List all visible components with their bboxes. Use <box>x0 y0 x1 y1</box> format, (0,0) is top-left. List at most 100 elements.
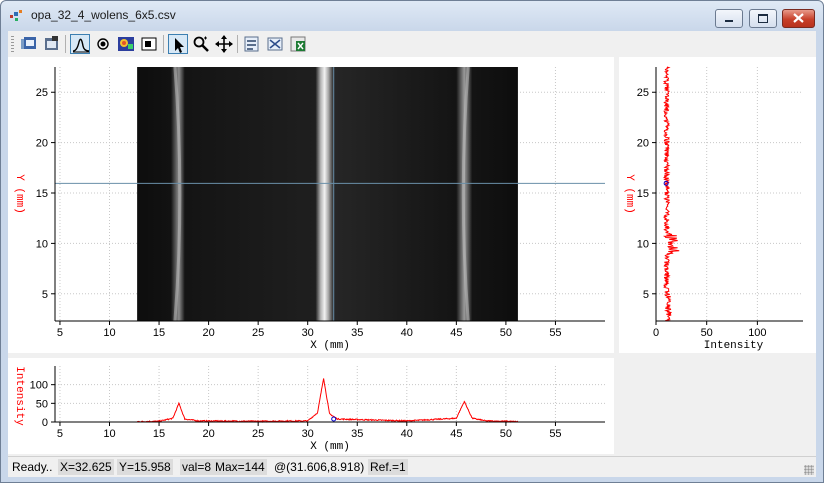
maximize-button[interactable] <box>749 9 777 28</box>
toolbar <box>8 31 816 57</box>
colormap-button[interactable] <box>116 34 136 54</box>
horizontal-profile-trace <box>137 378 519 424</box>
y-axis-label: Y (mm) <box>623 174 635 214</box>
x-tick-label: 25 <box>252 327 264 339</box>
y-tick-label: 50 <box>36 398 48 410</box>
load-button[interactable] <box>19 34 39 54</box>
y-tick-label: 5 <box>42 289 48 301</box>
zoom-icon <box>193 36 209 52</box>
y-tick-label: 5 <box>643 289 649 301</box>
x-tick-label: 40 <box>401 428 413 440</box>
export-data-button[interactable] <box>265 34 285 54</box>
y-tick-label: 100 <box>30 380 48 392</box>
x-tick-label: 25 <box>252 428 264 440</box>
status-y: Y=15.958 <box>117 459 173 475</box>
x-tick-label: 30 <box>302 327 314 339</box>
x-tick-label: 30 <box>302 428 314 440</box>
x-tick-label: 50 <box>500 327 512 339</box>
window-icon <box>141 37 157 51</box>
x-tick-label: 0 <box>653 327 659 339</box>
y-axis-label: Y (mm) <box>13 174 25 214</box>
profile-marker <box>663 180 669 186</box>
x-tick-label: 15 <box>153 428 165 440</box>
export-image-button[interactable] <box>242 34 262 54</box>
x-tick-label: 100 <box>748 327 766 339</box>
profile-icon <box>72 38 90 53</box>
y-tick-label: 20 <box>637 138 649 150</box>
status-x: X=32.625 <box>58 459 114 475</box>
toolbar-grip[interactable] <box>11 36 14 52</box>
y-tick-label: 0 <box>42 417 48 429</box>
x-tick-label: 50 <box>500 428 512 440</box>
x-tick-label: 45 <box>450 327 462 339</box>
status-bar: Ready.. X=32.625 Y=15.958 val=8 Max=144 … <box>8 456 816 477</box>
colormap-icon <box>118 37 134 51</box>
x-tick-label: 10 <box>103 428 115 440</box>
band-left <box>173 66 182 322</box>
profile-marker <box>331 416 337 422</box>
x-axis-label: Intensity <box>704 340 764 352</box>
toolbar-separator <box>237 35 238 53</box>
y-axis-label: Intensity <box>13 366 25 426</box>
x-tick-label: 5 <box>57 428 63 440</box>
export-excel-icon <box>290 36 306 52</box>
x-tick-label: 5 <box>57 327 63 339</box>
y-tick-label: 10 <box>637 238 649 250</box>
x-tick-label: 10 <box>103 327 115 339</box>
status-ready: Ready.. <box>10 459 55 475</box>
close-button[interactable] <box>782 9 815 28</box>
x-tick-label: 50 <box>701 327 713 339</box>
title-bar[interactable]: opa_32_4_wolens_6x5.csv <box>1 1 823 31</box>
x-tick-label: 45 <box>450 428 462 440</box>
minimize-icon <box>725 20 733 22</box>
vertical-profile-trace <box>662 66 680 322</box>
status-ref: Ref.=1 <box>368 459 408 475</box>
x-tick-label: 20 <box>202 327 214 339</box>
band-right <box>461 66 470 322</box>
x-tick-label: 40 <box>401 327 413 339</box>
status-at: @(31.606,8.918) <box>272 459 367 475</box>
resize-grip[interactable] <box>804 465 814 475</box>
heatmap-bands <box>137 67 518 321</box>
zoom-button[interactable] <box>191 34 211 54</box>
x-tick-label: 35 <box>351 428 363 440</box>
settings-icon <box>45 36 58 50</box>
pan-button[interactable] <box>214 34 234 54</box>
export-excel-button[interactable] <box>288 34 308 54</box>
export-image-icon <box>244 36 259 52</box>
horizontal-profile-plot[interactable]: 5 10 15 20 25 30 35 40 45 50 55 0 50 100 X (mm) Intensi… <box>8 358 614 454</box>
y-tick-label: 25 <box>36 87 48 99</box>
right-plot-panel: 0 50 100 5 10 15 20 25 Intensity Y (mm) <box>619 57 816 353</box>
client-area: 5 10 15 20 25 30 35 40 45 50 55 5 10 15 20 25 X (mm) Y (m… <box>8 31 816 477</box>
point-button[interactable] <box>93 34 113 54</box>
y-tick-label: 15 <box>36 188 48 200</box>
window-title: opa_32_4_wolens_6x5.csv <box>31 8 176 22</box>
y-tick-label: 25 <box>637 87 649 99</box>
maximize-icon <box>758 14 768 23</box>
y-tick-label: 10 <box>36 238 48 250</box>
point-icon <box>97 38 109 50</box>
pointer-icon <box>175 38 184 53</box>
y-tick-label: 20 <box>36 138 48 150</box>
bottom-plot-panel: 5 10 15 20 25 30 35 40 45 50 55 0 50 100 X (mm) Intensi… <box>8 358 614 454</box>
window-button[interactable] <box>139 34 159 54</box>
x-tick-label: 15 <box>153 327 165 339</box>
x-tick-label: 20 <box>202 428 214 440</box>
x-tick-label: 35 <box>351 327 363 339</box>
minimize-button[interactable] <box>715 9 743 28</box>
toolbar-separator <box>65 35 66 53</box>
x-tick-label: 55 <box>549 428 561 440</box>
toolbar-separator <box>163 35 164 53</box>
status-val: val=8 <box>180 459 214 475</box>
settings-button[interactable] <box>42 34 62 54</box>
vertical-profile-plot[interactable]: 0 50 100 5 10 15 20 25 Intensity Y (mm) <box>619 57 816 353</box>
main-plot-panel: 5 10 15 20 25 30 35 40 45 50 55 5 10 15 20 25 X (mm) Y (m… <box>8 57 614 353</box>
pointer-button[interactable] <box>168 34 188 54</box>
load-icon <box>21 37 36 49</box>
pan-icon <box>215 35 233 53</box>
profile-button[interactable] <box>70 34 90 54</box>
x-tick-label: 55 <box>549 327 561 339</box>
close-icon <box>793 13 804 23</box>
y-tick-label: 15 <box>637 188 649 200</box>
